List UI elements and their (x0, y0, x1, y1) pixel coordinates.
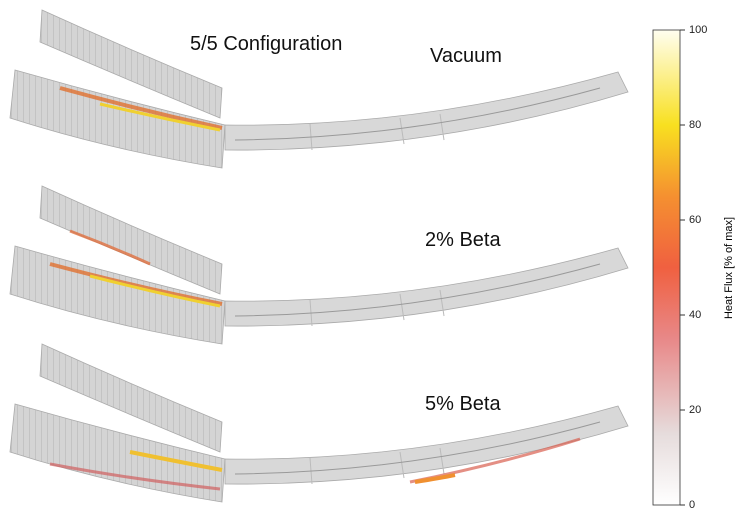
colorbar-tick-label: 60 (689, 214, 701, 226)
divertor-render (10, 186, 628, 344)
panel-label: 2% Beta (425, 229, 501, 251)
colorbar-tick-label: 0 (689, 499, 695, 511)
colorbar-tick-label: 80 (689, 119, 701, 131)
panel-2beta (10, 186, 628, 344)
colorbar-tick-label: 40 (689, 309, 701, 321)
figure: 5/5 Configuration Vacuum 2% Beta 5% Beta… (0, 0, 735, 519)
panel-label: Vacuum (430, 45, 502, 67)
panel-5beta (10, 344, 628, 502)
figure-title: 5/5 Configuration (190, 33, 342, 55)
colorbar-tick-label: 20 (689, 404, 701, 416)
colorbar (653, 30, 680, 505)
colorbar-label: Heat Flux [% of max] (723, 217, 735, 319)
divertor-render (10, 344, 628, 502)
panel-label: 5% Beta (425, 393, 501, 415)
colorbar-tick-label: 100 (689, 24, 707, 36)
